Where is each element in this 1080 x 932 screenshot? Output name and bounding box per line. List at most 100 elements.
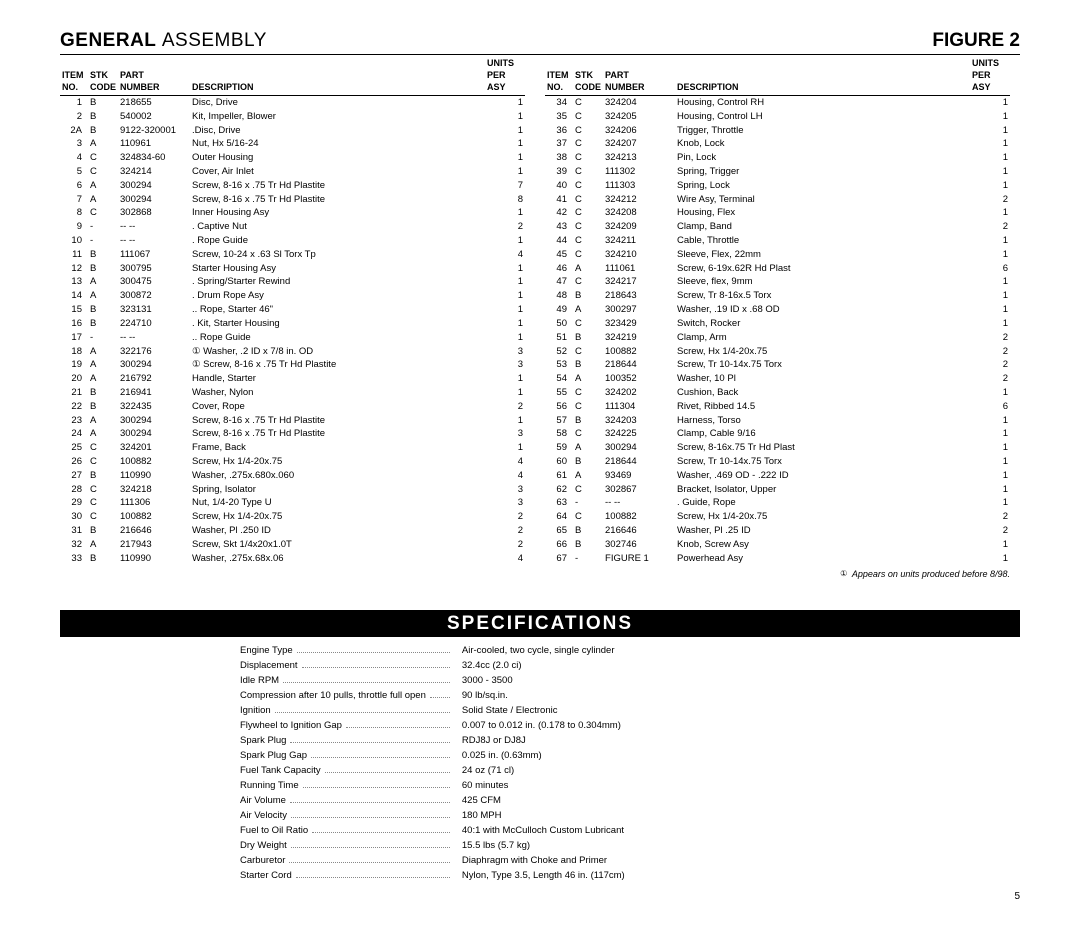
spec-row: IgnitionSolid State / Electronic — [60, 703, 1020, 718]
cell-part: 324834-60 — [118, 152, 190, 166]
spec-key: Carburetor — [60, 853, 458, 868]
table-row: 60B218644Screw, Tr 10-14x.75 Torx1 — [545, 456, 1010, 470]
cell-code: B — [88, 317, 118, 331]
cell-units: 1 — [970, 124, 1010, 138]
cell-part: 323429 — [603, 317, 675, 331]
cell-item: 48 — [545, 290, 573, 304]
table-row: 14A300872. Drum Rope Asy1 — [60, 290, 525, 304]
col-units: UNITSPER ASY — [970, 55, 1010, 96]
cell-desc: Washer, Nylon — [190, 386, 485, 400]
cell-code: B — [88, 110, 118, 124]
cell-desc: Nut, Hx 5/16-24 — [190, 138, 485, 152]
spec-value: 180 MPH — [458, 808, 1020, 823]
cell-units: 1 — [970, 179, 1010, 193]
spec-key: Spark Plug Gap — [60, 748, 458, 763]
table-row: 58C324225Clamp, Cable 9/161 — [545, 428, 1010, 442]
cell-part: 324206 — [603, 124, 675, 138]
cell-part: 100352 — [603, 373, 675, 387]
cell-item: 59 — [545, 442, 573, 456]
cell-part: 217943 — [118, 538, 190, 552]
table-row: 2AB9122-320001.Disc, Drive1 — [60, 124, 525, 138]
table-row: 65B216646Washer, Pl .25 ID2 — [545, 525, 1010, 539]
cell-code: C — [573, 511, 603, 525]
cell-part: 218655 — [118, 96, 190, 110]
cell-part: 300294 — [118, 193, 190, 207]
cell-units: 1 — [970, 497, 1010, 511]
cell-units: 1 — [970, 552, 1010, 566]
cell-desc: Powerhead Asy — [675, 552, 970, 566]
cell-units: 1 — [970, 248, 1010, 262]
cell-units: 1 — [970, 428, 1010, 442]
cell-desc: Cover, Air Inlet — [190, 165, 485, 179]
cell-part: 111302 — [603, 165, 675, 179]
cell-desc: Nut, 1/4-20 Type U — [190, 497, 485, 511]
cell-units: 3 — [485, 345, 525, 359]
cell-part: 324205 — [603, 110, 675, 124]
cell-item: 2 — [60, 110, 88, 124]
cell-code: B — [88, 386, 118, 400]
cell-item: 28 — [60, 483, 88, 497]
cell-code: A — [88, 290, 118, 304]
cell-desc: Knob, Lock — [675, 138, 970, 152]
cell-part: 324217 — [603, 276, 675, 290]
cell-units: 3 — [485, 359, 525, 373]
spec-row: Air Velocity180 MPH — [60, 808, 1020, 823]
cell-part: -- -- — [118, 221, 190, 235]
cell-desc: . Kit, Starter Housing — [190, 317, 485, 331]
cell-units: 1 — [485, 96, 525, 110]
cell-code: - — [88, 331, 118, 345]
cell-part: 324204 — [603, 96, 675, 110]
cell-code: B — [573, 331, 603, 345]
cell-desc: Screw, Skt 1/4x20x1.0T — [190, 538, 485, 552]
cell-part: 300294 — [603, 442, 675, 456]
cell-part: 216792 — [118, 373, 190, 387]
spec-row: Spark PlugRDJ8J or DJ8J — [60, 733, 1020, 748]
parts-tbody-right: 34C324204Housing, Control RH135C324205Ho… — [545, 96, 1010, 566]
spec-row: Fuel to Oil Ratio40:1 with McCulloch Cus… — [60, 823, 1020, 838]
spec-value: 0.025 in. (0.63mm) — [458, 748, 1020, 763]
table-row: 26C100882Screw, Hx 1/4-20x.754 — [60, 456, 525, 470]
cell-part: 322435 — [118, 400, 190, 414]
parts-tbody-left: 1B218655Disc, Drive12B540002Kit, Impelle… — [60, 96, 525, 566]
table-row: 18A322176① Washer, .2 ID x 7/8 in. OD3 — [60, 345, 525, 359]
cell-part: 110990 — [118, 469, 190, 483]
cell-code: A — [573, 304, 603, 318]
cell-code: C — [573, 193, 603, 207]
cell-item: 3 — [60, 138, 88, 152]
cell-item: 5 — [60, 165, 88, 179]
spec-row: Compression after 10 pulls, throttle ful… — [60, 688, 1020, 703]
parts-col-left: ITEMNO. STKCODE PARTNUMBER DESCRIPTION U… — [60, 55, 535, 580]
cell-item: 47 — [545, 276, 573, 290]
cell-item: 64 — [545, 511, 573, 525]
table-row: 52C100882Screw, Hx 1/4-20x.752 — [545, 345, 1010, 359]
cell-desc: Housing, Flex — [675, 207, 970, 221]
cell-code: A — [573, 262, 603, 276]
cell-code: A — [573, 373, 603, 387]
spec-key: Dry Weight — [60, 838, 458, 853]
table-row: 36C324206Trigger, Throttle1 — [545, 124, 1010, 138]
table-row: 33B110990Washer, .275x.68x.064 — [60, 552, 525, 566]
table-row: 37C324207Knob, Lock1 — [545, 138, 1010, 152]
spec-row: Idle RPM3000 - 3500 — [60, 673, 1020, 688]
cell-code: A — [88, 193, 118, 207]
cell-units: 1 — [970, 414, 1010, 428]
cell-desc: Kit, Impeller, Blower — [190, 110, 485, 124]
cell-desc: Screw, 8-16 x .75 Tr Hd Plastite — [190, 179, 485, 193]
cell-units: 7 — [485, 179, 525, 193]
cell-item: 45 — [545, 248, 573, 262]
spec-key: Flywheel to Ignition Gap — [60, 718, 458, 733]
cell-code: - — [88, 221, 118, 235]
table-row: 64C100882Screw, Hx 1/4-20x.752 — [545, 511, 1010, 525]
col-part: PARTNUMBER — [118, 55, 190, 96]
cell-part: 111067 — [118, 248, 190, 262]
cell-item: 40 — [545, 179, 573, 193]
spec-key: Spark Plug — [60, 733, 458, 748]
cell-part: 111304 — [603, 400, 675, 414]
cell-desc: Housing, Control RH — [675, 96, 970, 110]
spec-value: 3000 - 3500 — [458, 673, 1020, 688]
parts-thead: ITEMNO. STKCODE PARTNUMBER DESCRIPTION U… — [545, 55, 1010, 96]
cell-item: 49 — [545, 304, 573, 318]
cell-item: 24 — [60, 428, 88, 442]
cell-code: C — [573, 276, 603, 290]
cell-units: 1 — [970, 96, 1010, 110]
